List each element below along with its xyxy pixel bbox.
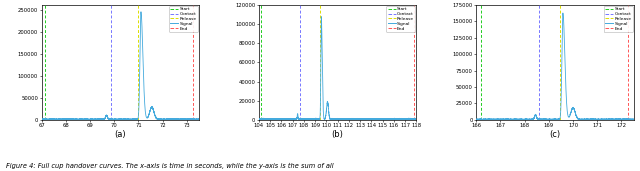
Legend: Start, Contact, Release, Signal, End: Start, Contact, Release, Signal, End (604, 6, 633, 32)
X-axis label: (a): (a) (115, 130, 126, 139)
Legend: Start, Contact, Release, Signal, End: Start, Contact, Release, Signal, End (387, 6, 415, 32)
Text: Figure 4: Full cup handover curves. The x-axis is time in seconds, while the y-a: Figure 4: Full cup handover curves. The … (6, 163, 334, 169)
Legend: Start, Contact, Release, Signal, End: Start, Contact, Release, Signal, End (169, 6, 198, 32)
X-axis label: (c): (c) (549, 130, 561, 139)
X-axis label: (b): (b) (332, 130, 344, 139)
